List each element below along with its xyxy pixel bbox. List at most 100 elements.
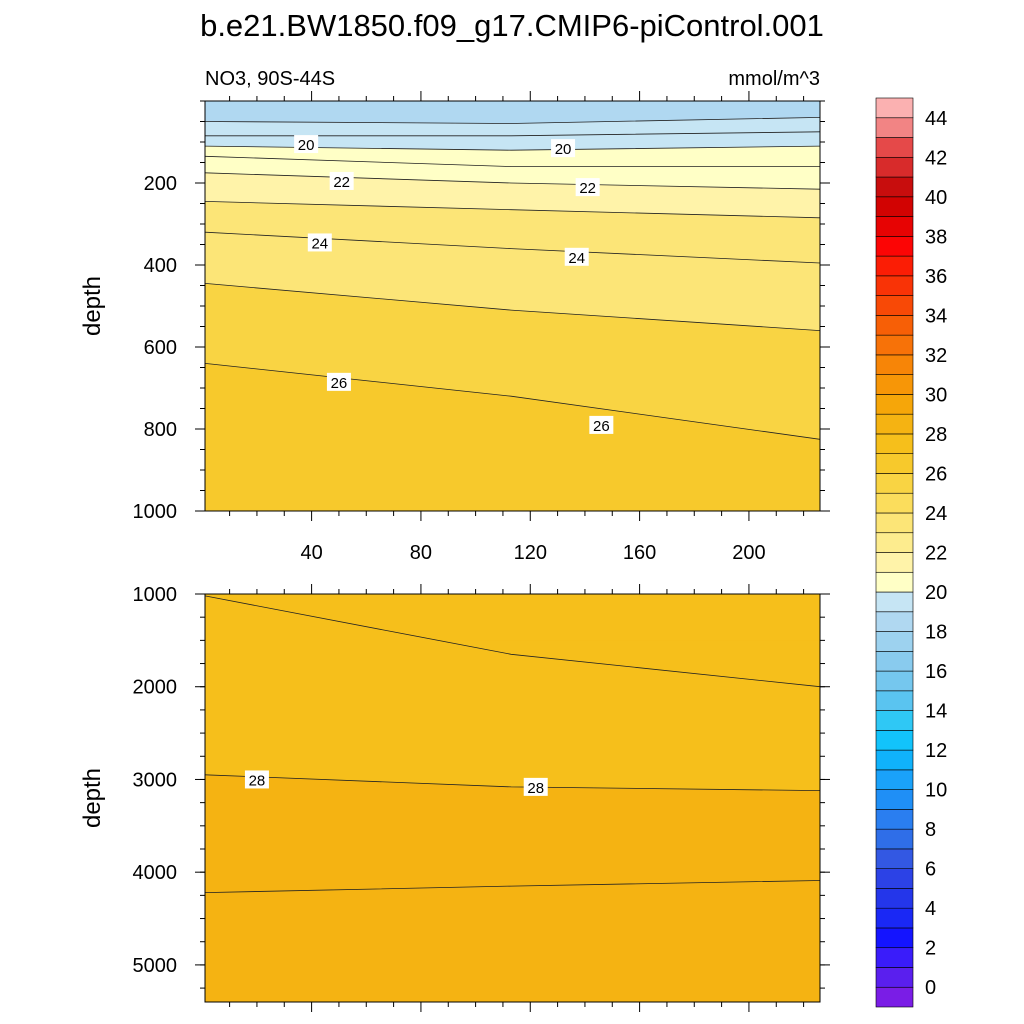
y-tick-label: 600: [144, 337, 177, 359]
upper-contour-label: 26: [326, 372, 351, 392]
colorbar-swatch: [875, 769, 914, 790]
colorbar-swatch: [875, 730, 914, 751]
colorbar-swatch: [875, 413, 914, 435]
upper-contour-label: 24: [307, 233, 332, 252]
colorbar-label: 24: [925, 503, 947, 525]
upper-filled-contours: [205, 101, 820, 511]
contour-label-text: 20: [555, 141, 572, 158]
upper-contour-23.5: [205, 231, 820, 264]
colorbar-swatch: [875, 473, 914, 494]
contour-label-box: [326, 372, 351, 391]
colorbar-swatch: [875, 275, 914, 296]
colorbar-swatch: [875, 947, 914, 968]
y-tick-label: 5000: [133, 955, 178, 977]
colorbar-swatch: [875, 749, 914, 771]
lower-plot-area: [205, 594, 820, 1002]
contour-label-text: 26: [593, 418, 610, 435]
upper-contour-label: 22: [329, 171, 354, 191]
upper-contour-label: 20: [294, 135, 319, 154]
colorbar-label: 40: [925, 187, 947, 209]
colorbar: 0246810121416182022242628303234363840424…: [875, 97, 947, 1008]
colorbar-swatch: [875, 176, 914, 198]
colorbar-label: 22: [925, 543, 947, 565]
variable-region-label: NO3, 90S-44S: [205, 68, 335, 90]
colorbar-swatch: [875, 433, 914, 454]
upper-depth-axis-label: depth: [79, 276, 106, 336]
colorbar-swatch: [875, 295, 914, 316]
upper-contour-25: [205, 283, 820, 331]
upper-contour-19: [205, 117, 820, 124]
lower-contour-label: 28: [523, 777, 548, 797]
contour-label-text: 28: [249, 772, 266, 789]
contour-label-text: 24: [311, 235, 328, 252]
colorbar-label: 12: [925, 740, 947, 762]
colorbar-label: 20: [925, 582, 947, 604]
x-tick-label: 80: [410, 542, 432, 564]
upper-contour-label: 22: [575, 178, 600, 197]
colorbar-swatch: [875, 710, 914, 731]
colorbar-swatch: [875, 334, 914, 356]
contour-label-box: [523, 777, 548, 796]
upper-contour-21: [205, 172, 820, 190]
colorbar-swatch: [875, 967, 914, 988]
colorbar-label: 36: [925, 266, 947, 288]
colorbar-label: 8: [925, 819, 936, 841]
colorbar-label: 44: [925, 108, 947, 130]
y-tick-label: 1000: [133, 501, 178, 523]
contour-label-box: [294, 135, 319, 154]
contour-label-box: [244, 770, 269, 789]
colorbar-swatch: [875, 453, 914, 474]
upper-contour-label: 26: [589, 415, 614, 435]
colorbar-swatch: [875, 690, 914, 711]
colorbar-label: 26: [925, 463, 947, 485]
colorbar-label: 42: [925, 147, 947, 169]
colorbar-swatch: [875, 532, 914, 553]
colorbar-swatch: [875, 137, 914, 158]
colorbar-label: 2: [925, 938, 936, 960]
y-tick-label: 200: [144, 173, 177, 195]
colorbar-label: 30: [925, 384, 947, 406]
lower-contour-28.5: [205, 880, 820, 893]
upper-contour-23: [205, 201, 820, 219]
figure-title: b.e21.BW1850.f09_g17.CMIP6-piControl.001: [200, 8, 824, 43]
colorbar-swatch: [875, 631, 914, 652]
upper-contour-20.5: [205, 155, 820, 167]
contour-label-text: 26: [331, 375, 348, 392]
contour-label-text: 28: [527, 780, 544, 797]
upper-contour-26: [205, 363, 820, 440]
lower-contour-lines: [205, 595, 820, 893]
colorbar-swatch: [875, 986, 914, 1008]
colorbar-label: 14: [925, 701, 947, 723]
colorbar-swatch: [875, 670, 914, 692]
contour-label-text: 20: [298, 137, 315, 154]
colorbar-swatch: [875, 552, 914, 573]
colorbar-label: 6: [925, 859, 936, 881]
contour-label-box: [329, 171, 354, 190]
colorbar-swatch: [875, 117, 914, 138]
colorbar-swatch: [875, 927, 914, 949]
upper-contour-label: 24: [564, 247, 589, 267]
colorbar-swatch: [875, 848, 914, 869]
lower-depth-axis-label: depth: [79, 768, 106, 828]
colorbar-swatch: [875, 196, 914, 217]
colorbar-swatch: [875, 828, 914, 850]
colorbar-label: 38: [925, 226, 947, 248]
colorbar-label: 34: [925, 305, 947, 327]
contour-label-box: [564, 247, 589, 266]
upper-axes: 200 400 600 800 1000 40 80 120 160 200: [133, 91, 830, 564]
colorbar-swatch: [875, 591, 914, 613]
contour-label-text: 22: [333, 174, 350, 191]
colorbar-label: 16: [925, 661, 947, 683]
lower-contour-label: 28: [244, 770, 269, 789]
upper-contour-labels: 20 20 22 22 24 24 26 26: [294, 135, 614, 435]
colorbar-swatch: [875, 492, 914, 514]
lower-contour-28: [205, 774, 820, 791]
y-tick-label: 1000: [133, 584, 178, 606]
colorbar-swatch: [875, 394, 914, 415]
colorbar-label: 4: [925, 898, 936, 920]
colorbar-label: 28: [925, 424, 947, 446]
y-tick-label: 3000: [133, 769, 178, 791]
colorbar-label: 32: [925, 345, 947, 367]
colorbar-swatch: [875, 236, 914, 257]
